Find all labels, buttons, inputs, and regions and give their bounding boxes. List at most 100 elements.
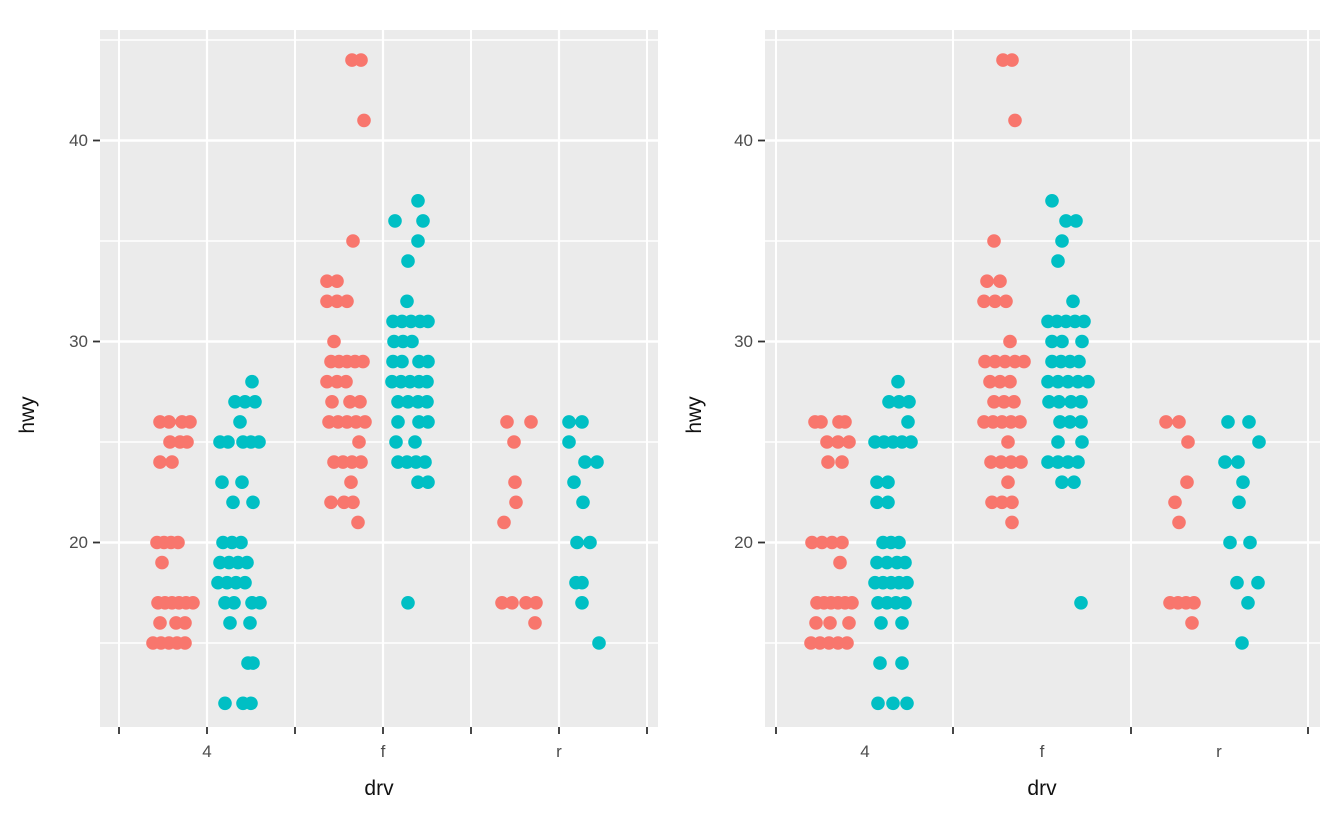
y-axis-title-right: hwy	[683, 396, 706, 434]
data-point-1999	[821, 455, 835, 469]
data-point-1999	[831, 435, 845, 449]
data-point-2008	[228, 395, 242, 409]
data-point-2008	[1051, 435, 1065, 449]
data-point-1999	[1180, 475, 1194, 490]
data-point-1999	[351, 515, 365, 530]
data-point-1999	[153, 455, 167, 469]
x-tick-label-left: r	[556, 742, 562, 761]
data-point-2008	[223, 616, 237, 630]
data-point-2008	[1071, 455, 1085, 469]
data-point-1999	[1004, 455, 1018, 469]
data-point-2008	[246, 495, 260, 510]
data-point-1999	[346, 234, 360, 248]
data-point-1999	[833, 555, 847, 570]
data-point-2008	[226, 495, 240, 510]
data-point-2008	[421, 314, 435, 329]
x-tick-label-right: r	[1216, 742, 1222, 761]
data-point-1999	[1159, 415, 1173, 429]
data-point-2008	[401, 596, 415, 610]
y-tick-label-right: 30	[734, 331, 753, 351]
data-point-1999	[505, 596, 519, 610]
data-point-2008	[1052, 395, 1066, 409]
data-point-2008	[1074, 395, 1088, 409]
data-point-1999	[1003, 374, 1017, 389]
data-point-1999	[340, 294, 354, 309]
data-point-1999	[509, 495, 523, 510]
data-point-1999	[999, 294, 1013, 309]
data-point-2008	[1243, 535, 1257, 550]
y-tick-label-right: 20	[734, 532, 753, 552]
data-point-1999	[987, 395, 1001, 409]
data-point-1999	[155, 555, 169, 570]
data-point-2008	[395, 354, 409, 369]
data-point-1999	[358, 415, 372, 429]
data-point-1999	[524, 415, 538, 429]
data-point-2008	[871, 696, 885, 711]
data-point-2008	[1236, 475, 1250, 490]
panel-right	[758, 30, 1320, 734]
data-point-1999	[497, 515, 511, 530]
data-point-2008	[1221, 415, 1235, 429]
data-point-2008	[1218, 455, 1232, 469]
data-point-2008	[1075, 435, 1089, 449]
data-point-2008	[244, 696, 258, 711]
data-point-1999	[357, 113, 371, 128]
data-point-2008	[870, 495, 884, 510]
data-point-1999	[977, 294, 991, 309]
data-point-1999	[987, 234, 1001, 248]
data-point-2008	[418, 455, 432, 469]
x-axis-title-left: drv	[364, 777, 394, 800]
data-point-1999	[1168, 495, 1182, 510]
data-point-1999	[1187, 596, 1201, 610]
data-point-2008	[405, 334, 419, 349]
data-point-2008	[248, 395, 262, 409]
data-point-1999	[507, 435, 521, 449]
data-point-1999	[339, 374, 353, 389]
data-point-2008	[882, 395, 896, 409]
x-tick-label-left: 4	[202, 742, 212, 761]
data-point-1999	[825, 535, 839, 550]
data-point-1999	[354, 455, 368, 469]
data-point-1999	[354, 53, 368, 67]
data-point-1999	[178, 616, 192, 630]
y-axis-title-left: hwy	[16, 396, 39, 434]
data-point-1999	[845, 596, 859, 610]
data-point-2008	[221, 435, 235, 449]
data-point-1999	[352, 435, 366, 449]
data-point-2008	[1041, 455, 1055, 469]
data-point-2008	[1051, 374, 1065, 389]
data-point-1999	[1172, 515, 1186, 530]
data-point-2008	[389, 435, 403, 449]
data-point-2008	[238, 575, 252, 590]
data-point-2008	[1042, 395, 1056, 409]
y-tick-label-left: 30	[69, 331, 88, 351]
data-point-2008	[898, 555, 912, 570]
data-point-2008	[583, 535, 597, 550]
data-point-2008	[590, 455, 604, 469]
data-point-2008	[1242, 415, 1256, 429]
data-point-1999	[815, 535, 829, 550]
data-point-1999	[805, 535, 819, 550]
data-point-1999	[171, 535, 185, 550]
data-point-1999	[163, 435, 177, 449]
data-point-1999	[842, 435, 856, 449]
data-point-1999	[988, 294, 1002, 309]
data-point-2008	[218, 696, 232, 711]
data-point-1999	[325, 395, 339, 409]
data-point-2008	[1232, 495, 1246, 510]
data-point-2008	[391, 415, 405, 429]
data-point-2008	[1075, 334, 1089, 349]
x-tick-label-left: f	[380, 742, 386, 761]
data-point-1999	[840, 636, 854, 650]
data-point-2008	[411, 234, 425, 248]
data-point-1999	[186, 596, 200, 610]
data-point-2008	[898, 596, 912, 610]
data-point-1999	[180, 435, 194, 449]
data-point-2008	[240, 555, 254, 570]
data-point-1999	[330, 294, 344, 309]
data-point-1999	[495, 596, 509, 610]
data-point-2008	[1081, 374, 1095, 389]
data-point-1999	[500, 415, 514, 429]
data-point-1999	[985, 495, 999, 510]
